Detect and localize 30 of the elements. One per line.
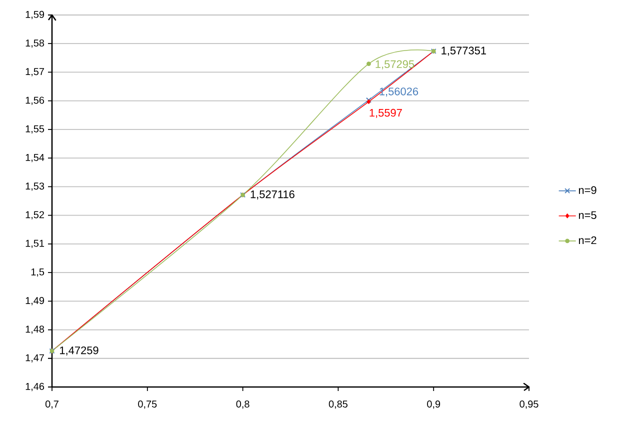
- y-tick-label: 1,58: [26, 40, 44, 48]
- legend-label: n=5: [578, 211, 596, 220]
- y-tick-label: 1,48: [26, 326, 44, 334]
- y-tick-label: 1,52: [26, 211, 44, 220]
- x-tick-label: 0,95: [520, 400, 538, 409]
- legend-label: n=2: [578, 236, 596, 244]
- data-label: 1,5597: [370, 108, 402, 118]
- y-tick-label: 1,57: [26, 68, 44, 76]
- y-tick-label: 1,53: [26, 182, 44, 191]
- y-tick-label: 1,47: [26, 354, 44, 362]
- annotation: 1,47259: [60, 346, 98, 356]
- legend-label: n=9: [578, 186, 596, 194]
- point: [366, 62, 371, 66]
- y-tick-label: 1,54: [26, 154, 44, 162]
- x-tick-label: 0,85: [328, 400, 348, 409]
- y-tick-label: 1,56: [26, 96, 44, 105]
- data-label: 1,56026: [380, 88, 418, 97]
- x-tick-label: 0,75: [138, 400, 157, 409]
- y-tick-label: 1,59: [26, 10, 44, 20]
- y-tick-label: 1,55: [26, 125, 44, 134]
- x-tick-label: 0,8: [236, 400, 250, 409]
- x-tick-label: 0,9: [427, 400, 440, 409]
- annotation: 1,527116: [250, 190, 294, 200]
- annotation: 1,577351: [442, 46, 486, 56]
- y-tick-label: 1,46: [26, 382, 44, 392]
- data-label: 1,57295: [376, 60, 414, 70]
- y-tick-label: 1,51: [26, 240, 44, 248]
- x-tick-label: 0,7: [45, 400, 58, 409]
- y-tick-label: 1,49: [26, 297, 44, 306]
- y-tick-label: 1,5: [31, 268, 44, 277]
